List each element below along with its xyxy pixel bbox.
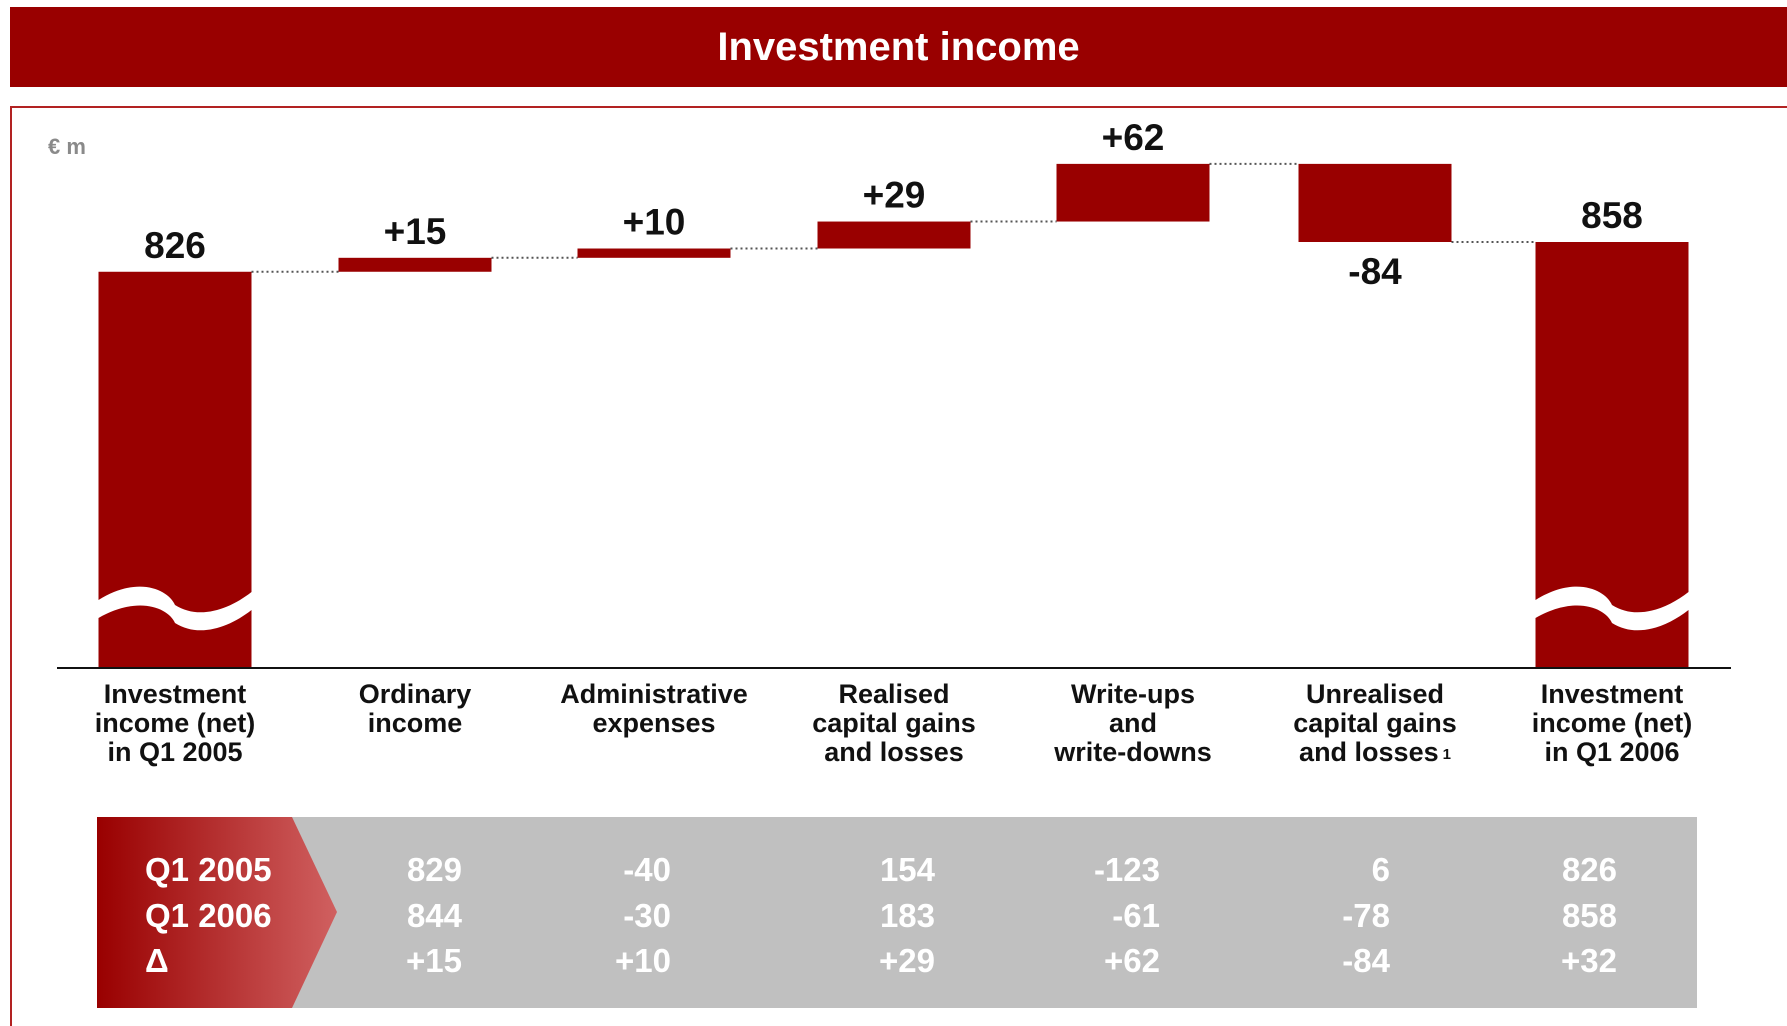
table-cell: +32 bbox=[1561, 942, 1617, 979]
category-label-1: Ordinary income bbox=[358, 679, 472, 738]
table-cell: -78 bbox=[1342, 897, 1390, 934]
table-cell: -84 bbox=[1342, 942, 1390, 979]
table-cell: 826 bbox=[1561, 851, 1617, 888]
bar-5 bbox=[1298, 163, 1452, 242]
chart-frame bbox=[10, 106, 1787, 1026]
table-cell: 844 bbox=[406, 897, 462, 934]
data-label-6: 858 bbox=[1581, 195, 1643, 236]
table-cell: +10 bbox=[615, 942, 671, 979]
category-label-0: Investment income (net) in Q1 2005 bbox=[94, 679, 256, 767]
row-label-arrow bbox=[97, 817, 337, 1008]
category-label-6: Investment income (net) in Q1 2006 bbox=[1531, 679, 1693, 767]
category-label-4: Write-ups and write-downs bbox=[1054, 679, 1212, 767]
axis-break-0 bbox=[98, 586, 252, 631]
table-cell: 858 bbox=[1561, 897, 1617, 934]
table-cell: -40 bbox=[623, 851, 671, 888]
footnote-mark: 1 bbox=[1442, 746, 1451, 763]
data-label-5: -84 bbox=[1348, 251, 1402, 292]
table-cell: -30 bbox=[623, 897, 671, 934]
table-cell: -123 bbox=[1093, 851, 1160, 888]
chart-title: Investment income bbox=[10, 7, 1787, 87]
data-label-1: +15 bbox=[384, 211, 447, 252]
table-cell: -61 bbox=[1112, 897, 1160, 934]
category-label-2: Administrative expenses bbox=[560, 679, 748, 738]
data-table bbox=[97, 817, 1697, 1008]
row-label-q1-2005: Q1 2005 bbox=[145, 851, 272, 888]
row-label-delta: Δ bbox=[145, 942, 169, 979]
table-cell: 154 bbox=[879, 851, 935, 888]
bar-4 bbox=[1056, 163, 1210, 222]
bar-3 bbox=[817, 221, 971, 249]
category-label-3: Realised capital gains and losses bbox=[812, 679, 976, 767]
bar-2 bbox=[577, 248, 731, 258]
data-label-4: +62 bbox=[1102, 117, 1165, 158]
table-cell: +15 bbox=[406, 942, 462, 979]
data-label-2: +10 bbox=[623, 202, 686, 243]
table-cell: 6 bbox=[1371, 851, 1390, 888]
row-label-q1-2006: Q1 2006 bbox=[145, 897, 272, 934]
bar-1 bbox=[338, 257, 492, 272]
table-cell: +29 bbox=[879, 942, 935, 979]
table-cell: 183 bbox=[879, 897, 935, 934]
table-cell: +62 bbox=[1104, 942, 1160, 979]
table-cell: 829 bbox=[406, 851, 462, 888]
category-label-5: Unrealised capital gains and losses 1 bbox=[1293, 679, 1457, 767]
data-label-0: 826 bbox=[144, 225, 206, 266]
axis-break-6 bbox=[1535, 586, 1689, 631]
data-label-3: +29 bbox=[863, 175, 926, 216]
unit-label: € m bbox=[48, 134, 86, 159]
